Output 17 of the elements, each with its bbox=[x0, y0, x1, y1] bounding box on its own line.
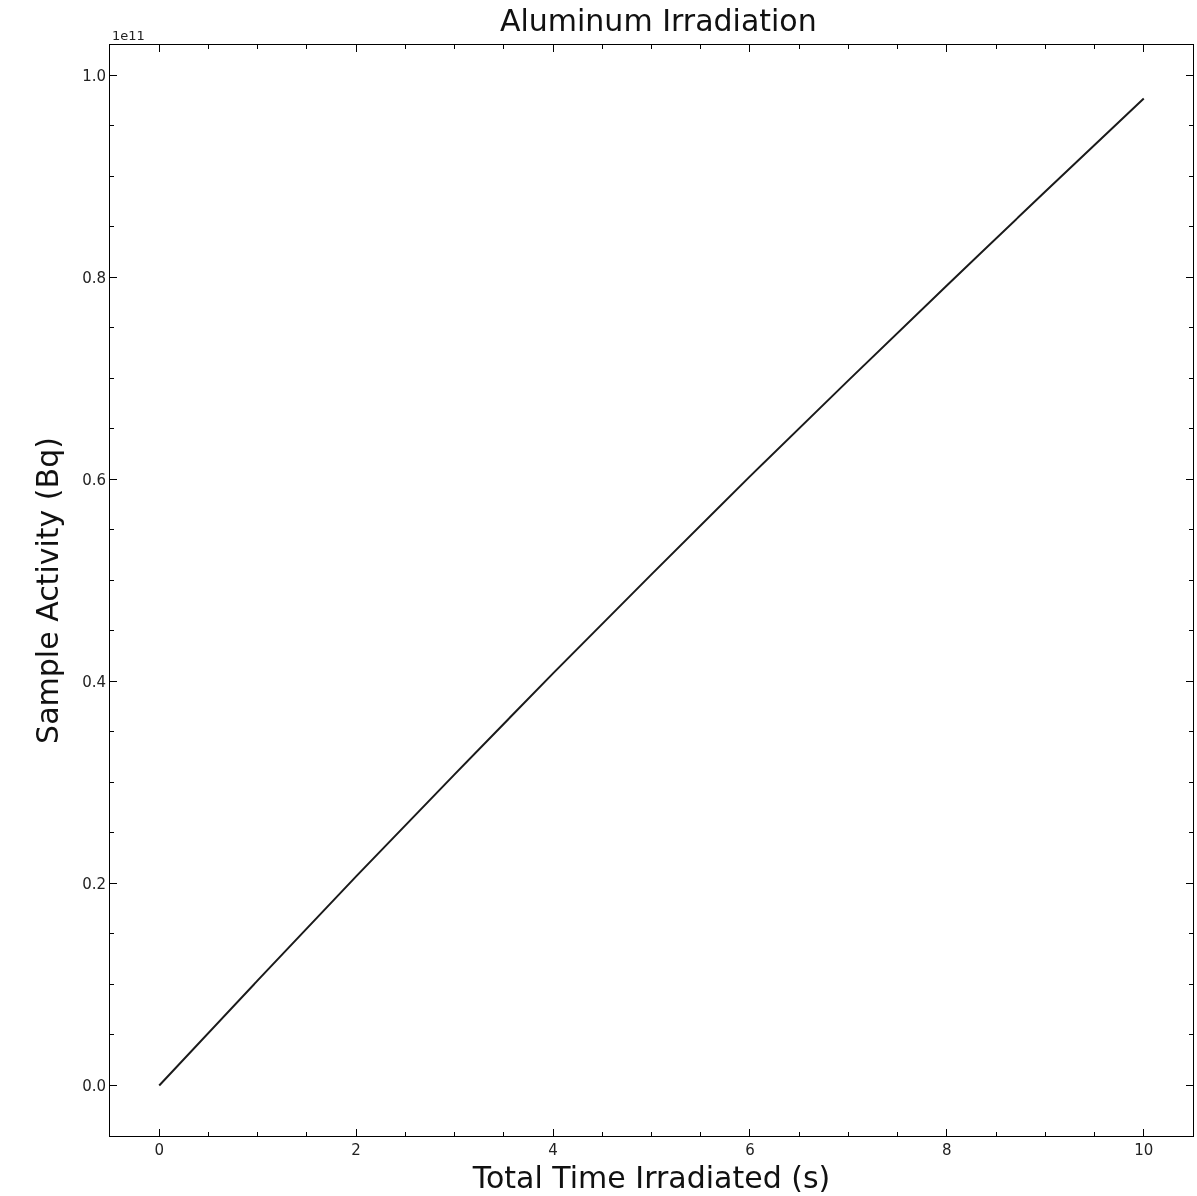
x-tick-label: 10 bbox=[1134, 1141, 1154, 1159]
y-tick-label: 0.4 bbox=[82, 672, 106, 691]
y-tick-label: 0.6 bbox=[82, 470, 106, 489]
y-tick-label: 0.2 bbox=[82, 874, 106, 893]
y-tick-label: 1.0 bbox=[82, 66, 106, 85]
x-tick-label: 2 bbox=[351, 1141, 361, 1159]
y-tick-label: 0.0 bbox=[82, 1076, 106, 1095]
y-tick-label: 0.8 bbox=[82, 268, 106, 287]
x-tick-label: 8 bbox=[942, 1141, 952, 1159]
x-axis-title: Total Time Irradiated (s) bbox=[471, 1159, 831, 1195]
text: 1e11 bbox=[112, 28, 145, 43]
x-tick-label: 4 bbox=[548, 1141, 558, 1159]
x-tick-label: 6 bbox=[745, 1141, 755, 1159]
chart-title: Aluminum Irradiation bbox=[499, 2, 817, 38]
x-tick-label: 0 bbox=[154, 1141, 164, 1159]
y-axis-title: Sample Activity (Bq) bbox=[30, 437, 66, 744]
line-series bbox=[158, 97, 1145, 1087]
